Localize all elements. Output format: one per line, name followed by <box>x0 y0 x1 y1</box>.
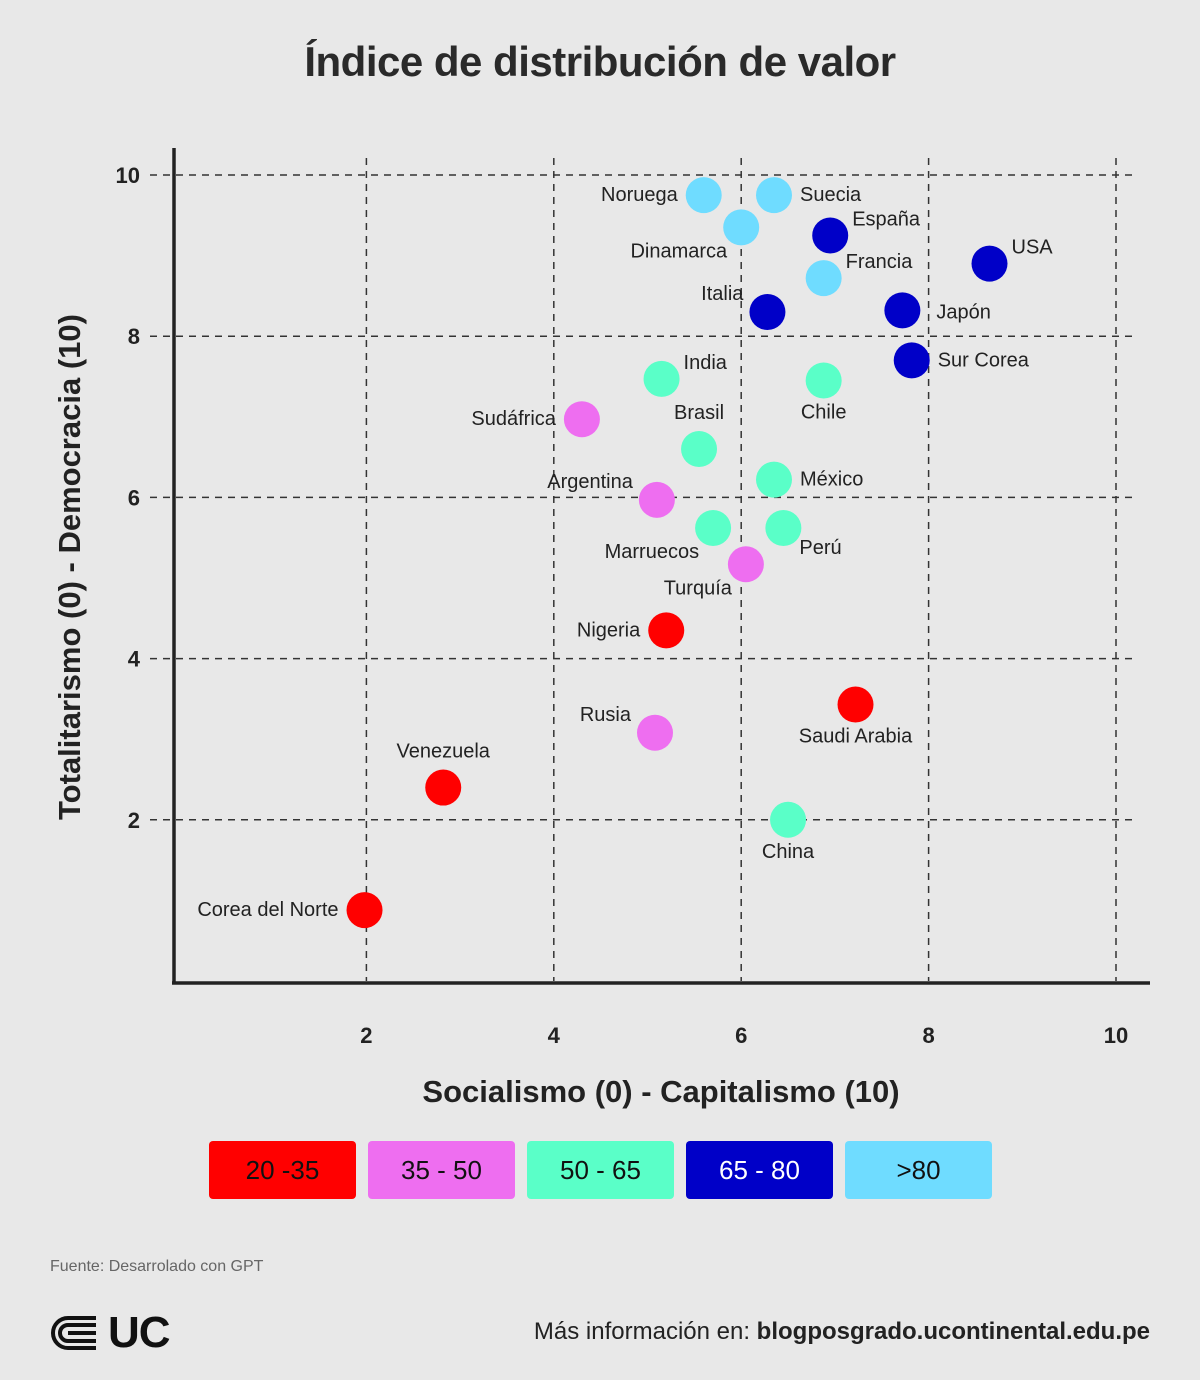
point-brasil <box>681 431 718 468</box>
legend: 20 -35 35 - 50 50 - 65 65 - 80 >80 <box>209 1141 992 1199</box>
point-saudi-arabia <box>837 686 874 723</box>
uc-logo: UC <box>50 1308 171 1358</box>
point-label-sudafrica: Sudáfrica <box>471 408 556 430</box>
uc-logo-icon <box>51 1316 96 1350</box>
point-label-saudi-arabia: Saudi Arabia <box>799 726 913 748</box>
point-nigeria <box>648 612 685 649</box>
grid-lines <box>150 158 1135 981</box>
point-peru <box>765 510 802 547</box>
x-tick-label: 4 <box>548 1023 561 1048</box>
y-tick-label: 8 <box>128 324 140 349</box>
point-label-chile: Chile <box>801 402 847 424</box>
point-label-turquia: Turquía <box>664 577 733 599</box>
point-label-peru: Perú <box>799 537 841 559</box>
tick-labels: 2 4 6 8 10 2 4 6 8 10 <box>116 163 1129 1048</box>
point-noruega <box>685 177 722 214</box>
point-label-francia: Francia <box>846 251 914 273</box>
point-label-brasil: Brasil <box>674 402 724 424</box>
point-espana <box>812 217 849 254</box>
more-info: Más información en: blogposgrado.ucontin… <box>534 1318 1150 1346</box>
point-sur-corea <box>893 342 930 379</box>
legend-item-50-65: 50 - 65 <box>527 1141 674 1199</box>
point-label-sur-corea: Sur Corea <box>938 349 1030 371</box>
y-tick-label: 10 <box>116 163 140 188</box>
uc-logo-text: UC <box>108 1308 171 1357</box>
chart-title: Índice de distribución de valor <box>304 38 896 85</box>
point-label-china: China <box>762 841 815 863</box>
point-italia <box>749 294 786 331</box>
point-label-suecia: Suecia <box>800 184 862 206</box>
point-label-venezuela: Venezuela <box>397 741 491 763</box>
point-india <box>643 360 680 397</box>
point-label-espana: España <box>852 208 921 230</box>
point-label-marruecos: Marruecos <box>605 541 699 563</box>
point-marruecos <box>695 510 732 547</box>
point-japon <box>884 292 921 329</box>
point-suecia <box>755 177 792 214</box>
point-corea-del-norte <box>346 892 383 929</box>
point-china <box>770 801 807 838</box>
point-dinamarca <box>723 209 760 246</box>
x-axis-label: Socialismo (0) - Capitalismo (10) <box>422 1074 899 1109</box>
y-tick-label: 2 <box>128 808 140 833</box>
point-label-usa: USA <box>1012 237 1054 259</box>
point-label-corea-del-norte: Corea del Norte <box>197 899 338 921</box>
point-labels: Noruega Suecia Dinamarca España USA Francia It… <box>197 184 1053 921</box>
legend-item-80-plus: >80 <box>845 1141 992 1199</box>
legend-item-65-80: 65 - 80 <box>686 1141 833 1199</box>
x-tick-label: 6 <box>735 1023 747 1048</box>
y-tick-label: 4 <box>128 647 141 672</box>
point-francia <box>805 260 842 297</box>
point-rusia <box>636 714 673 751</box>
legend-item-20-35: 20 -35 <box>209 1141 356 1199</box>
point-venezuela <box>425 769 462 806</box>
point-label-japon: Japón <box>936 301 991 323</box>
x-tick-label: 2 <box>360 1023 372 1048</box>
point-label-dinamarca: Dinamarca <box>630 240 728 262</box>
axes <box>172 148 1150 985</box>
point-mexico <box>755 461 792 498</box>
data-points <box>346 177 1008 929</box>
y-tick-label: 6 <box>128 485 140 510</box>
point-label-india: India <box>684 352 728 374</box>
point-label-argentina: Argentina <box>547 471 633 493</box>
y-axis-label: Totalitarismo (0) - Democracia (10) <box>52 314 87 820</box>
point-label-mexico: México <box>800 469 863 491</box>
point-chile <box>805 362 842 399</box>
point-label-rusia: Rusia <box>580 704 632 726</box>
source-note: Fuente: Desarrolado con GPT <box>50 1258 264 1275</box>
point-label-italia: Italia <box>701 283 744 305</box>
point-turquia <box>727 546 764 583</box>
point-usa <box>971 245 1008 282</box>
point-sudafrica <box>563 401 600 438</box>
point-label-nigeria: Nigeria <box>577 619 641 641</box>
point-argentina <box>638 481 675 518</box>
x-tick-label: 8 <box>922 1023 934 1048</box>
x-tick-label: 10 <box>1104 1023 1128 1048</box>
scatter-chart: 2 4 6 8 10 2 4 6 8 10 Noruega Suecia Dinamarca Españ… <box>52 148 1150 1109</box>
more-info-prefix: Más información en: <box>533 1318 757 1345</box>
more-info-link[interactable]: blogposgrado.ucontinental.edu.pe <box>756 1318 1150 1345</box>
point-label-noruega: Noruega <box>601 184 679 206</box>
legend-item-35-50: 35 - 50 <box>368 1141 515 1199</box>
